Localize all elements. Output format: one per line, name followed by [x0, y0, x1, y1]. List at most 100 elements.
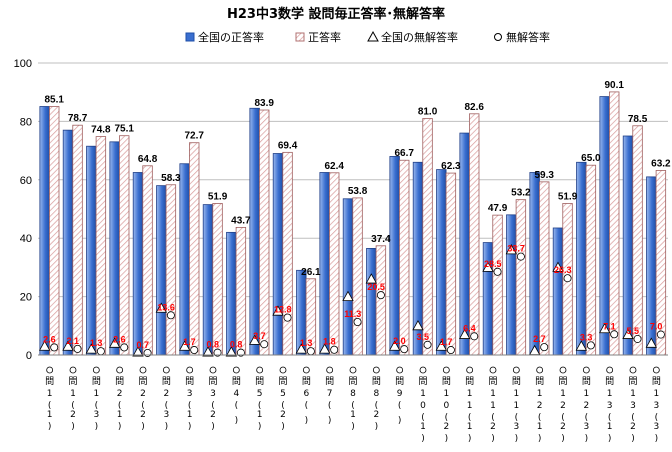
category-char-11-2: (	[305, 401, 309, 411]
marker-national-nonanswer-13	[342, 290, 354, 302]
category-char-15-2: (	[398, 401, 402, 411]
label-rate-26: 63.2	[651, 158, 671, 169]
category-char-22-4: 2	[560, 422, 566, 432]
category-char-21-5: )	[538, 434, 542, 444]
y-tick-60: 60	[20, 175, 32, 187]
marker-nonanswer-1	[73, 344, 82, 353]
category-bullet-13	[349, 366, 357, 374]
category-char-9-4: )	[258, 422, 262, 432]
category-char-22-5: )	[561, 434, 565, 444]
category-bullet-23	[582, 366, 590, 374]
chart-title: H23中3数学 設問毎正答率･無解答率	[227, 6, 445, 22]
bar-rate-0	[49, 106, 60, 356]
bar-national-rate-7	[202, 204, 214, 356]
label-nonanswer-14: 20.5	[367, 282, 385, 292]
category-char-21-2: 2	[537, 401, 543, 411]
category-bullet-9	[256, 366, 264, 374]
label-rate-9: 83.9	[254, 98, 274, 109]
category-bullet-25	[629, 366, 637, 374]
category-char-0-1: 1	[47, 389, 53, 399]
category-char-3-2: (	[118, 401, 122, 411]
category-char-19-3: (	[491, 413, 495, 423]
category-char-14-3: 2	[373, 410, 379, 420]
bar-rate-14	[375, 245, 387, 356]
category-char-6-4: )	[188, 422, 192, 432]
bar-rate-25	[632, 125, 643, 356]
bar-national-rate-5	[156, 185, 167, 356]
label-rate-20: 53.2	[511, 188, 531, 199]
marker-national-nonanswer-0	[38, 340, 51, 351]
category-char-1-4: )	[71, 422, 75, 432]
category-char-1-2: (	[71, 401, 75, 411]
category-char-18-4: 1	[467, 422, 473, 432]
category-char-25-2: 3	[630, 401, 636, 411]
category-char-5-4: )	[165, 422, 169, 432]
label-rate-3: 75.1	[114, 124, 134, 135]
bar-national-rate-13	[342, 198, 354, 356]
bar-rate-6	[189, 142, 200, 356]
category-char-24-1: 1	[607, 389, 613, 399]
label-nonanswer-4: 0.7	[137, 340, 150, 350]
category-char-5-1: 2	[163, 389, 169, 399]
bar-national-rate-18	[459, 132, 470, 356]
category-bullet-24	[606, 366, 614, 374]
bar-rate-3	[119, 135, 130, 356]
marker-national-nonanswer-26	[645, 337, 657, 348]
legend-label-3: 無解答率	[506, 30, 550, 44]
bar-national-rate-21	[529, 172, 540, 356]
label-nonanswer-25: 5.5	[627, 326, 640, 336]
label-rate-17: 62.3	[441, 161, 461, 172]
label-rate-10: 69.4	[278, 140, 298, 151]
category-char-25-4: 2	[630, 422, 636, 432]
category-char-19-5: )	[491, 434, 495, 444]
y-tick-40: 40	[20, 233, 32, 245]
category-char-14-2: (	[375, 401, 379, 411]
category-char-23-2: 2	[583, 401, 589, 411]
marker-national-nonanswer-16	[412, 319, 424, 331]
label-nonanswer-16: 3.5	[417, 332, 430, 342]
bar-national-rate-4	[132, 172, 144, 356]
marker-nonanswer-19	[493, 267, 502, 276]
legend-label-2: 全国の無解答率	[381, 30, 458, 44]
label-nonanswer-5: 13.6	[157, 302, 175, 312]
category-bullet-19	[489, 366, 497, 374]
category-char-26-4: 3	[653, 422, 659, 432]
bar-national-rate-0	[39, 106, 50, 356]
marker-national-nonanswer-12	[318, 343, 331, 354]
category-char-26-1: 1	[653, 389, 659, 399]
category-char-11-1: 6	[303, 389, 309, 399]
category-char-9-0: 問	[255, 376, 264, 387]
bar-national-rate-20	[506, 214, 517, 356]
label-nonanswer-9: 3.7	[253, 331, 266, 341]
category-char-23-3: (	[585, 413, 589, 423]
category-char-4-4: )	[141, 422, 145, 432]
category-char-8-0: 問	[232, 376, 241, 387]
category-char-16-2: 0	[420, 401, 426, 411]
bar-rate-19	[492, 214, 503, 356]
category-char-25-5: )	[631, 434, 635, 444]
category-char-10-2: (	[281, 401, 285, 411]
y-tick-80: 80	[20, 116, 32, 128]
label-nonanswer-26: 7.0	[650, 322, 663, 332]
category-char-8-2: (	[235, 401, 239, 411]
bar-national-rate-6	[179, 163, 190, 356]
label-nonanswer-23: 3.3	[580, 332, 593, 342]
category-char-2-1: 1	[93, 389, 99, 399]
category-bullet-12	[326, 366, 334, 374]
category-bullet-14	[372, 366, 380, 374]
category-char-19-1: 1	[490, 389, 496, 399]
label-nonanswer-13: 11.3	[344, 309, 361, 319]
category-char-22-2: 2	[560, 401, 566, 411]
marker-nonanswer-5	[166, 311, 175, 320]
marker-national-nonanswer-4	[132, 346, 144, 357]
marker-nonanswer-0	[50, 343, 59, 352]
category-char-25-1: 1	[630, 389, 636, 399]
category-bullet-8	[232, 366, 240, 374]
category-bullet-4	[139, 366, 147, 374]
marker-nonanswer-3	[120, 343, 129, 352]
category-char-18-2: 1	[467, 401, 473, 411]
category-char-15-1: 9	[397, 389, 403, 399]
category-char-16-3: (	[421, 413, 425, 423]
category-char-26-2: 3	[653, 401, 659, 411]
category-char-4-3: 2	[140, 410, 146, 420]
